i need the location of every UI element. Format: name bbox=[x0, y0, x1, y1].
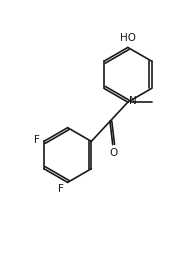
Text: O: O bbox=[109, 148, 118, 158]
Text: F: F bbox=[34, 135, 40, 146]
Text: F: F bbox=[58, 184, 64, 194]
Text: HO: HO bbox=[120, 33, 136, 44]
Text: N: N bbox=[129, 96, 137, 106]
